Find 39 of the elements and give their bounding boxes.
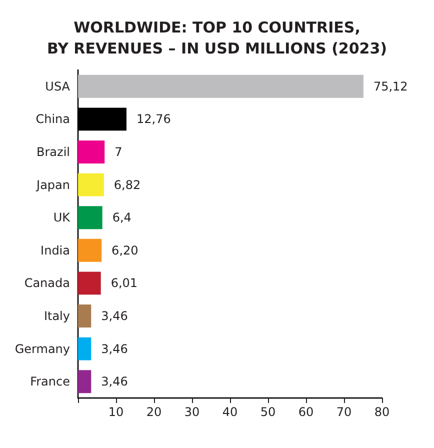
data-label: 6,4 <box>112 210 132 225</box>
y-tick-label: France <box>30 374 70 389</box>
bar <box>78 272 101 295</box>
data-label: 6,20 <box>112 243 138 258</box>
data-label: 3,46 <box>101 374 128 389</box>
bar <box>78 370 92 394</box>
data-label: 75,12 <box>373 79 408 94</box>
bar <box>78 74 364 98</box>
x-tick-label: 30 <box>184 405 200 419</box>
x-tick-label: 70 <box>336 405 352 419</box>
data-label: 3,46 <box>101 342 128 356</box>
data-label: 7 <box>114 145 122 159</box>
y-tick-label: Italy <box>44 309 70 323</box>
x-tick-label: 10 <box>108 405 124 419</box>
bar <box>78 173 104 196</box>
y-tick-label: India <box>40 243 70 258</box>
bar <box>78 206 102 230</box>
data-label: 3,46 <box>101 309 128 323</box>
bar <box>78 108 126 131</box>
bar <box>78 238 102 262</box>
bar <box>78 140 105 164</box>
x-tick-label: 60 <box>298 405 314 419</box>
bar <box>78 337 92 360</box>
x-tick-label: 80 <box>374 405 390 419</box>
data-label: 12,76 <box>136 112 171 126</box>
chart-title: WORLDWIDE: TOP 10 COUNTRIES, BY REVENUES – IN USD MILLIONS (2023) <box>46 18 388 58</box>
y-tick-label: China <box>36 112 70 126</box>
bar <box>78 304 92 328</box>
x-tick-label: 50 <box>260 405 276 419</box>
y-tick-label: USA <box>45 79 71 94</box>
data-label: 6,82 <box>114 178 141 192</box>
y-tick-label: Brazil <box>36 145 70 159</box>
x-tick-label: 20 <box>146 405 162 419</box>
y-tick-label: UK <box>53 210 72 225</box>
x-tick-label: 40 <box>222 405 238 419</box>
y-tick-label: Canada <box>24 276 70 290</box>
y-tick-label: Germany <box>14 342 70 356</box>
data-label: 6,01 <box>110 276 138 290</box>
y-tick-label: Japan <box>36 178 70 192</box>
